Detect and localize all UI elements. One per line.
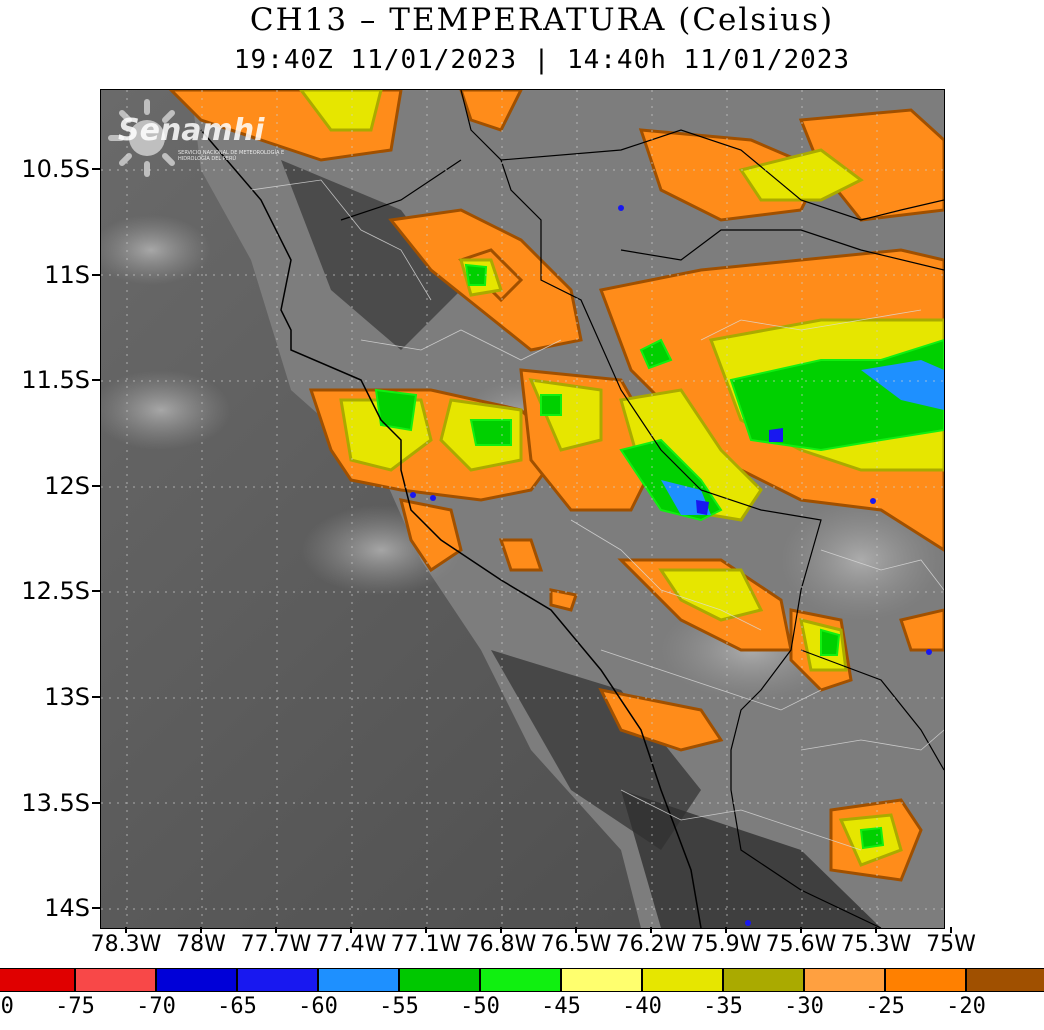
latitude-tick: [92, 379, 100, 382]
latitude-tick: [92, 801, 100, 804]
longitude-label: 75W: [926, 932, 976, 957]
latitude-label: 10.5S: [21, 155, 90, 183]
longitude-tick: [425, 927, 427, 933]
colorbar-swatch: [237, 968, 318, 992]
logo-subtitle: SERVICIO NACIONAL DE METEOROLOGÍA E HIDR…: [178, 150, 285, 162]
latitude-label: 12.5S: [21, 577, 90, 606]
longitude-tick: [725, 927, 727, 933]
latitude-tick: [92, 484, 100, 487]
longitude-tick: [875, 927, 877, 933]
colorbar-swatch: [75, 968, 156, 992]
colorbar-swatch: [399, 968, 480, 992]
colorbar-label: -70: [136, 994, 176, 1019]
longitude-label: 75.6W: [765, 932, 837, 957]
satellite-map: [100, 89, 945, 929]
colorbar-swatch: [642, 968, 723, 992]
longitude-label: 78W: [176, 932, 226, 957]
colorbar-swatch: [804, 968, 885, 992]
longitude-tick: [200, 927, 202, 933]
colorbar-label: -35: [703, 994, 743, 1019]
colorbar-label: -65: [217, 994, 257, 1019]
colorbar-label: -60: [298, 994, 338, 1019]
latitude-label: 11.5S: [21, 366, 90, 395]
colorbar-swatch: [480, 968, 561, 992]
longitude-tick: [500, 927, 502, 933]
longitude-tick: [650, 927, 652, 933]
temperature-field: [101, 90, 944, 928]
colorbar-swatch: [966, 968, 1044, 992]
colorbar-swatch: [318, 968, 399, 992]
longitude-tick: [350, 927, 352, 933]
longitude-tick: [275, 927, 277, 933]
map-subtitle: 19:40Z 11/01/2023 | 14:40h 11/01/2023: [233, 45, 851, 75]
senamhi-logo-icon: [108, 99, 175, 177]
longitude-tick: [950, 927, 952, 933]
colorbar-label: -: [1040, 994, 1044, 1019]
colorbar-swatch: [0, 968, 75, 992]
longitude-label: 77.4W: [315, 932, 387, 957]
longitude-tick: [575, 927, 577, 933]
longitude-label: 75.9W: [690, 932, 762, 957]
longitude-label: 76.2W: [615, 932, 687, 957]
latitude-label: 13S: [44, 683, 90, 711]
longitude-label: 76.5W: [540, 932, 612, 957]
colorbar: [0, 968, 1044, 992]
colorbar-label: -75: [55, 994, 95, 1019]
longitude-label: 76.8W: [465, 932, 537, 957]
colorbar-swatch: [561, 968, 642, 992]
logo-name: Senamhi: [118, 113, 265, 148]
colorbar-label: -25: [865, 994, 905, 1019]
colorbar-label: -20: [946, 994, 986, 1019]
longitude-label: 77.7W: [240, 932, 312, 957]
colorbar-label: -40: [622, 994, 662, 1019]
colorbar-swatch: [885, 968, 966, 992]
colorbar-label: -45: [541, 994, 581, 1019]
latitude-label: 14S: [44, 894, 90, 923]
longitude-label: 75.3W: [840, 932, 912, 957]
longitude-tick: [125, 927, 127, 933]
colorbar-swatch: [723, 968, 804, 992]
longitude-tick: [800, 927, 802, 933]
map-title: CH13 – TEMPERATURA (Celsius): [249, 2, 835, 38]
latitude-tick: [92, 696, 100, 698]
latitude-tick: [92, 168, 100, 170]
latitude-label: 12S: [44, 471, 90, 500]
latitude-tick: [92, 590, 100, 593]
colorbar-label: -50: [460, 994, 500, 1019]
colorbar-swatch: [156, 968, 237, 992]
latitude-label: 13.5S: [21, 788, 90, 817]
latitude-label: 11S: [44, 260, 90, 289]
longitude-label: 77.1W: [390, 932, 462, 957]
longitude-label: 78.3W: [90, 932, 162, 957]
latitude-tick: [92, 273, 100, 276]
colorbar-label: -80: [0, 994, 14, 1019]
colorbar-label: -55: [379, 994, 419, 1019]
latitude-tick: [92, 907, 100, 910]
colorbar-label: -30: [784, 994, 824, 1019]
